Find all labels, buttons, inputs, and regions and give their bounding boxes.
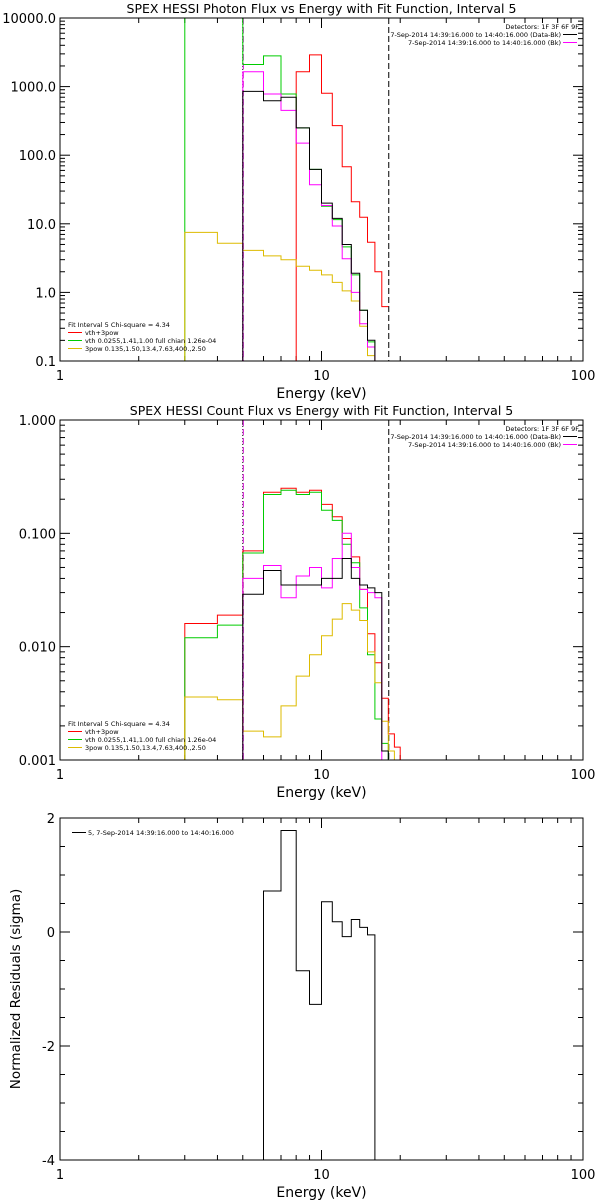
y-tick-label: 0.010 (19, 641, 56, 656)
y-axis-label: Normalized Residuals (sigma) (8, 889, 24, 1090)
y-tick-label: 0 (47, 926, 55, 941)
series-group (242, 830, 382, 1160)
legend-bottom-entry: 3pow 0.135,1.50,13.4,7.63,400.,2.50 (85, 345, 206, 353)
chart-title: SPEX HESSI Photon Flux vs Energy with Fi… (127, 1, 517, 16)
chart-panel-2: SPEX HESSI Count Flux vs Energy with Fit… (19, 403, 596, 801)
series-line-5 (242, 558, 389, 760)
x-axis-label: Energy (keV) (276, 386, 366, 402)
y-tick-label: 100.0 (19, 149, 56, 164)
legend-bottom-entry: vth+3pow (85, 728, 119, 736)
chart-title: SPEX HESSI Count Flux vs Energy with Fit… (130, 403, 513, 418)
y-tick-label: 1.0 (35, 286, 56, 301)
x-axis-label: Energy (keV) (276, 1185, 366, 1200)
series-line-1 (295, 54, 389, 361)
series-group (184, 487, 401, 760)
x-tick-label: 10 (313, 768, 330, 783)
legend-bottom-entry: vth 0.0255,1.41,1.00 full chian 1.26e-04 (85, 736, 216, 744)
y-tick-label: -2 (42, 1040, 55, 1055)
series-group (184, 18, 389, 361)
detectors-label: Detectors: 1F 3F 6F 9F (505, 425, 579, 433)
legend-bottom-entry: 3pow 0.135,1.50,13.4,7.63,400.,2.50 (85, 744, 206, 752)
legend-top-entry: 7-Sep-2014 14:39:16.000 to 14:40:16.000 … (408, 441, 561, 449)
x-tick-label: 100 (571, 1168, 596, 1183)
y-tick-label: 10000.0 (2, 12, 56, 27)
chart-panel-3: 1 10 100 Energy (keV) -4 -2 0 2 Normalized Resid… (8, 812, 595, 1200)
series-line-1 (242, 830, 382, 1160)
x-tick-label: 100 (571, 369, 596, 384)
y-tick-label: 2 (47, 812, 55, 827)
y-tick-label: 10.0 (27, 218, 56, 233)
series-line-5 (242, 90, 376, 361)
chart-panel-1: SPEX HESSI Photon Flux vs Energy with Fi… (2, 1, 595, 402)
x-tick-label: 10 (313, 369, 330, 384)
x-tick-label: 1 (56, 768, 64, 783)
x-axis-label: Energy (keV) (276, 785, 366, 801)
x-tick-label: 1 (56, 369, 64, 384)
legend-top-entry: 7-Sep-2014 14:39:16.000 to 14:40:16.000 … (390, 31, 561, 39)
legend-bottom-entry: vth+3pow (85, 329, 119, 337)
x-tick-label: 10 (313, 1168, 330, 1183)
y-tick-label: 0.001 (19, 754, 56, 769)
y-tick-label: 0.1 (35, 355, 56, 370)
y-tick-label: -4 (42, 1154, 55, 1169)
y-tick-label: 1000.0 (11, 81, 57, 96)
x-tick-label: 100 (571, 768, 596, 783)
fit-legend-header: Fit Interval 5 Chi-square = 4.34 (68, 720, 170, 728)
legend-top-entry: 7-Sep-2014 14:39:16.000 to 14:40:16.000 … (408, 39, 561, 47)
series-line-3 (184, 603, 395, 760)
legend-bottom-entry: vth 0.0255,1.41,1.00 full chian 1.26e-04 (85, 337, 216, 345)
legend-entry: 5, 7-Sep-2014 14:39:16.000 to 14:40:16.0… (88, 829, 234, 837)
plot-frame (59, 817, 584, 1161)
detectors-label: Detectors: 1F 3F 6F 9F (505, 23, 579, 31)
legend-top-entry: 7-Sep-2014 14:39:16.000 to 14:40:16.000 … (390, 433, 561, 441)
x-tick-label: 1 (56, 1168, 64, 1183)
plot-frame (59, 17, 584, 362)
plot-frame (59, 419, 584, 761)
fit-legend-header: Fit Interval 5 Chi-square = 4.34 (68, 321, 170, 329)
y-tick-label: 1.000 (19, 414, 56, 429)
y-tick-label: 0.100 (19, 527, 56, 542)
